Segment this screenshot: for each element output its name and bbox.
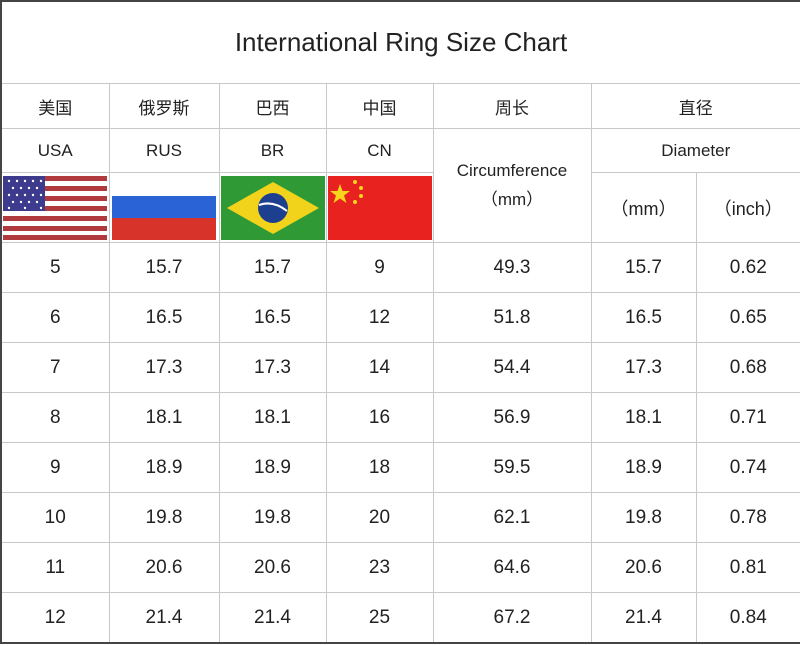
table-row: 12 21.4 21.4 25 67.2 21.4 0.84 (0, 592, 800, 644)
cell-br: 18.1 (218, 392, 327, 443)
header-diameter-mm: （mm） (590, 172, 697, 243)
cell-diameter-mm: 17.3 (590, 342, 697, 393)
cell-rus: 15.7 (108, 242, 220, 293)
china-flag-cell (325, 172, 434, 243)
brazil-flag-icon (220, 175, 325, 240)
cell-diameter-inch: 0.74 (695, 442, 800, 493)
table-row: 5 15.7 15.7 9 49.3 15.7 0.62 (0, 242, 800, 293)
cell-usa: 12 (0, 592, 110, 644)
cell-diameter-inch: 0.62 (695, 242, 800, 293)
header-rus: RUS (108, 128, 220, 173)
cell-rus: 18.9 (108, 442, 220, 493)
cell-rus: 18.1 (108, 392, 220, 443)
cell-cn: 18 (325, 442, 434, 493)
cell-usa: 11 (0, 542, 110, 593)
header-cn-br: 巴西 (218, 83, 327, 129)
cell-diameter-mm: 18.9 (590, 442, 697, 493)
russia-flag-icon (112, 195, 216, 240)
cell-diameter-mm: 21.4 (590, 592, 697, 644)
cell-diameter-inch: 0.78 (695, 492, 800, 543)
cell-circumference-mm: 67.2 (432, 592, 592, 644)
cell-usa: 9 (0, 442, 110, 493)
header-br: BR (218, 128, 327, 173)
circumference-unit: （mm） (480, 190, 544, 209)
header-usa: USA (0, 128, 110, 173)
cell-diameter-inch: 0.81 (695, 542, 800, 593)
cell-diameter-inch: 0.71 (695, 392, 800, 443)
circumference-label: Circumference (456, 161, 568, 180)
cell-diameter-mm: 16.5 (590, 292, 697, 343)
cell-diameter-mm: 18.1 (590, 392, 697, 443)
header-cn-rus: 俄罗斯 (108, 83, 220, 129)
china-flag-icon (327, 175, 432, 240)
cell-rus: 17.3 (108, 342, 220, 393)
cell-br: 18.9 (218, 442, 327, 493)
cell-usa: 6 (0, 292, 110, 343)
cell-usa: 7 (0, 342, 110, 393)
cell-rus: 20.6 (108, 542, 220, 593)
cell-rus: 16.5 (108, 292, 220, 343)
brazil-flag-cell (218, 172, 327, 243)
cell-br: 16.5 (218, 292, 327, 343)
cell-cn: 23 (325, 542, 434, 593)
cell-usa: 10 (0, 492, 110, 543)
cell-diameter-mm: 15.7 (590, 242, 697, 293)
cell-cn: 20 (325, 492, 434, 543)
header-cn-cn: 中国 (325, 83, 434, 129)
header-diameter-inch: （inch） (695, 172, 800, 243)
cell-br: 17.3 (218, 342, 327, 393)
header-cn: CN (325, 128, 434, 173)
cell-cn: 25 (325, 592, 434, 644)
table-row: 7 17.3 17.3 14 54.4 17.3 0.68 (0, 342, 800, 393)
cell-br: 15.7 (218, 242, 327, 293)
cell-cn: 16 (325, 392, 434, 443)
table-row: 11 20.6 20.6 23 64.6 20.6 0.81 (0, 542, 800, 593)
table-row: 6 16.5 16.5 12 51.8 16.5 0.65 (0, 292, 800, 343)
cell-circumference-mm: 62.1 (432, 492, 592, 543)
cell-diameter-inch: 0.68 (695, 342, 800, 393)
cell-diameter-inch: 0.65 (695, 292, 800, 343)
russia-flag-cell (108, 172, 220, 243)
chart-title: International Ring Size Chart (0, 0, 800, 84)
table-row: 9 18.9 18.9 18 59.5 18.9 0.74 (0, 442, 800, 493)
cell-cn: 14 (325, 342, 434, 393)
table-row: 10 19.8 19.8 20 62.1 19.8 0.78 (0, 492, 800, 543)
header-circumference: Circumference （mm） (432, 128, 592, 243)
cell-rus: 21.4 (108, 592, 220, 644)
cell-cn: 12 (325, 292, 434, 343)
cell-br: 21.4 (218, 592, 327, 644)
cell-circumference-mm: 59.5 (432, 442, 592, 493)
cell-circumference-mm: 64.6 (432, 542, 592, 593)
cell-cn: 9 (325, 242, 434, 293)
cell-usa: 8 (0, 392, 110, 443)
cell-br: 19.8 (218, 492, 327, 543)
cell-circumference-mm: 56.9 (432, 392, 592, 443)
header-diameter: Diameter (590, 128, 800, 173)
table-row: 8 18.1 18.1 16 56.9 18.1 0.71 (0, 392, 800, 443)
header-cn-usa: 美国 (0, 83, 110, 129)
cell-rus: 19.8 (108, 492, 220, 543)
cell-circumference-mm: 54.4 (432, 342, 592, 393)
cell-diameter-mm: 20.6 (590, 542, 697, 593)
cell-diameter-mm: 19.8 (590, 492, 697, 543)
header-cn-diameter: 直径 (590, 83, 800, 129)
cell-br: 20.6 (218, 542, 327, 593)
cell-circumference-mm: 51.8 (432, 292, 592, 343)
usa-flag-icon (3, 175, 108, 240)
cell-usa: 5 (0, 242, 110, 293)
cell-circumference-mm: 49.3 (432, 242, 592, 293)
header-cn-circumference: 周长 (432, 83, 592, 129)
usa-flag-cell (0, 172, 110, 243)
cell-diameter-inch: 0.84 (695, 592, 800, 644)
